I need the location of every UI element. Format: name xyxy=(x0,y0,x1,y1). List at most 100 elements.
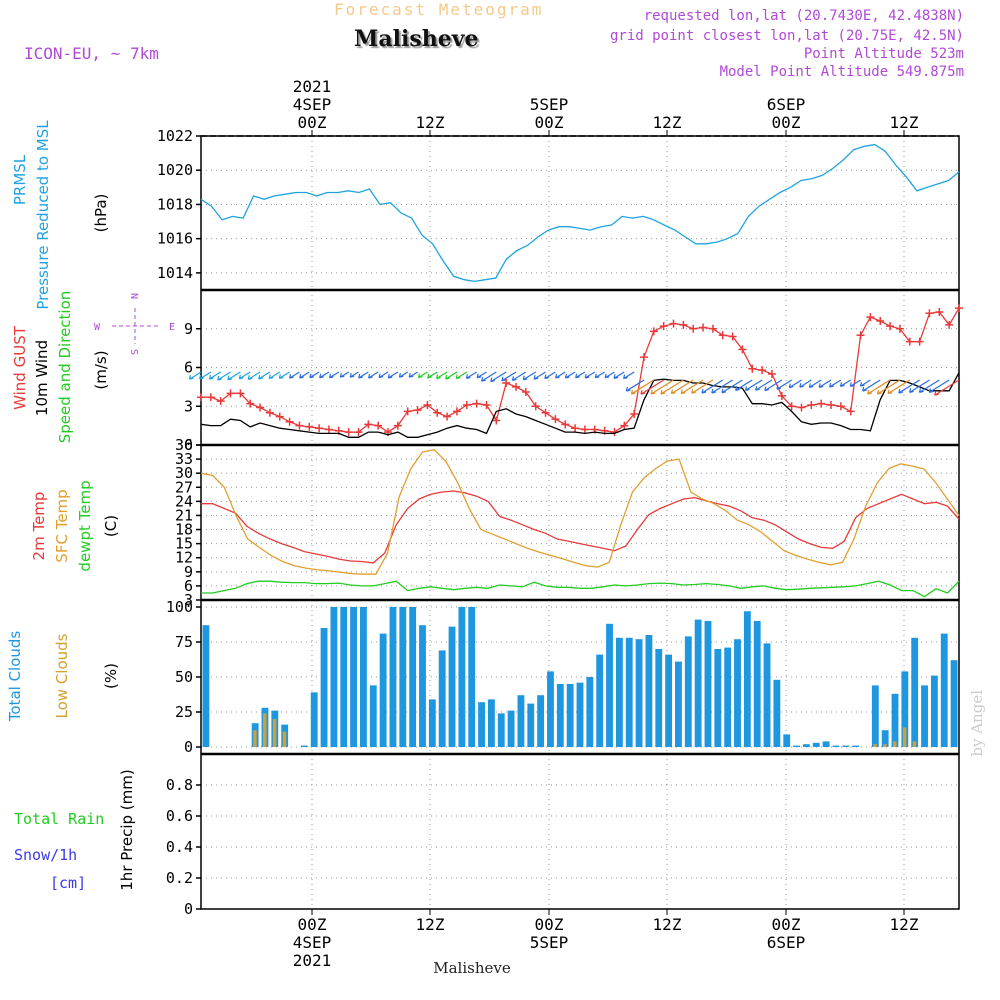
wind-gust-marker xyxy=(354,428,363,437)
total-cloud-bar xyxy=(310,692,318,747)
y-tick-label: 21 xyxy=(175,506,193,524)
wind-gust-marker xyxy=(630,410,639,418)
total-cloud-bar xyxy=(665,654,673,747)
wind-direction-arrow xyxy=(501,371,517,382)
wind-gust-marker xyxy=(886,322,895,331)
wind-gust-marker xyxy=(492,416,501,425)
wind-gust-marker xyxy=(689,324,698,333)
wind-direction-arrow xyxy=(755,379,773,391)
wind-direction-arrow xyxy=(544,371,556,380)
total-cloud-bar xyxy=(379,633,387,747)
total-cloud-bar xyxy=(783,734,791,747)
wind-gust-marker xyxy=(639,353,648,362)
wind-gust-marker xyxy=(699,323,708,332)
pressure-unit: (hPa) xyxy=(92,194,110,233)
wind-direction-arrow xyxy=(481,371,497,382)
wind-gust-marker xyxy=(206,393,215,402)
wind-direction-arrow xyxy=(630,379,655,395)
total-cloud-bar xyxy=(448,626,456,747)
wind-direction-arrow xyxy=(522,371,537,381)
wind-direction-arrow xyxy=(217,371,231,381)
total-cloud-bar xyxy=(901,671,909,747)
wind-gust-marker xyxy=(462,400,471,409)
wind-gust-label: Wind GUST xyxy=(11,325,29,410)
y-tick-label: 1020 xyxy=(157,161,193,179)
low-cloud-bar xyxy=(912,741,917,747)
wind-gust-marker xyxy=(443,412,452,421)
low-cloud-bar xyxy=(883,744,887,747)
x-tick-label-top: 00Z xyxy=(772,113,801,132)
total-cloud-bar xyxy=(576,682,584,747)
wind-gust-marker xyxy=(738,345,747,354)
y-tick-label: 75 xyxy=(175,633,193,651)
wind-direction-arrow xyxy=(555,371,566,379)
sfc-temp-line xyxy=(200,448,960,575)
wind-gust-marker xyxy=(256,403,265,412)
low-cloud-bar xyxy=(263,713,267,747)
total-cloud-bar xyxy=(655,649,663,747)
wind-gust-marker xyxy=(344,428,353,437)
wind-gust-marker xyxy=(718,331,727,340)
wind-gust-marker xyxy=(915,337,924,346)
requested-coordinates: requested lon,lat (20.7430E, 42.4838N) xyxy=(643,8,964,24)
wind-direction-arrow xyxy=(909,379,930,393)
total-cloud-bar xyxy=(360,607,367,747)
total-cloud-bar xyxy=(921,685,928,747)
total-cloud-bar xyxy=(714,649,722,747)
wind-direction-arrow xyxy=(691,379,714,394)
wind-direction-arrow xyxy=(188,371,202,380)
y-tick-label: 1018 xyxy=(157,195,193,213)
wind-direction-arrow xyxy=(445,371,458,380)
wind-gust-marker xyxy=(866,313,875,322)
wind-direction-arrow xyxy=(349,371,359,378)
wind-gust-marker xyxy=(620,421,629,430)
total-cloud-bar xyxy=(369,685,377,747)
wind-direction-arrow xyxy=(867,379,891,395)
compass-s: S xyxy=(128,349,139,355)
footer-station: Malisheve xyxy=(433,959,511,977)
year-label-top: 2021 xyxy=(293,77,332,96)
wind-direction-arrow xyxy=(358,371,369,379)
total-cloud-bar xyxy=(615,637,623,747)
temp-unit: (C) xyxy=(102,515,120,537)
wind-10m-label: 10m Wind xyxy=(33,340,51,416)
wind-gust-marker xyxy=(846,407,855,416)
wind-direction-arrow xyxy=(417,371,428,379)
total-cloud-bar xyxy=(350,607,358,747)
total-cloud-bar xyxy=(320,628,328,747)
y-tick-label: 9 xyxy=(184,320,193,338)
wind-gust-marker xyxy=(580,425,589,434)
day-label-bottom: 6SEP xyxy=(767,933,806,952)
x-tick-label-bottom: 12Z xyxy=(416,915,445,934)
wind-direction-arrow xyxy=(829,379,842,388)
y-tick-label: 12 xyxy=(175,549,193,567)
wind-direction-arrow xyxy=(721,379,743,394)
total-cloud-bar xyxy=(419,625,426,747)
wind-gust-marker xyxy=(452,407,461,416)
total-cloud-bar xyxy=(773,679,781,747)
total-cloud-bar xyxy=(202,625,210,747)
wind-direction-arrow xyxy=(278,371,290,379)
total-cloud-bar xyxy=(675,661,682,747)
total-cloud-bar xyxy=(300,745,308,747)
y-tick-label: 1014 xyxy=(157,264,193,282)
wind-gust-marker xyxy=(876,317,885,325)
wind-gust-marker xyxy=(315,424,324,433)
rain-label: Total Rain xyxy=(14,810,104,828)
wind-direction-arrow xyxy=(398,371,409,378)
wind-direction-arrow xyxy=(898,379,920,394)
total-cloud-bar xyxy=(832,745,840,747)
total-cloud-bar xyxy=(793,745,800,747)
x-tick-label-bottom: 12Z xyxy=(653,915,682,934)
wind-direction-arrow xyxy=(604,371,615,379)
wind-direction-arrow xyxy=(859,379,871,387)
wind-gust-marker xyxy=(895,324,904,333)
grid-point-coordinates: grid point closest lon,lat (20.75E, 42.5… xyxy=(609,28,964,44)
wind-direction-arrow xyxy=(208,371,222,380)
station-name: Malisheve xyxy=(354,26,479,52)
model-altitude: Model Point Altitude 549.875m xyxy=(719,64,964,80)
wind-gust-marker xyxy=(571,424,580,433)
wind-gust-marker xyxy=(767,369,776,378)
wind-gust-marker xyxy=(797,403,806,412)
